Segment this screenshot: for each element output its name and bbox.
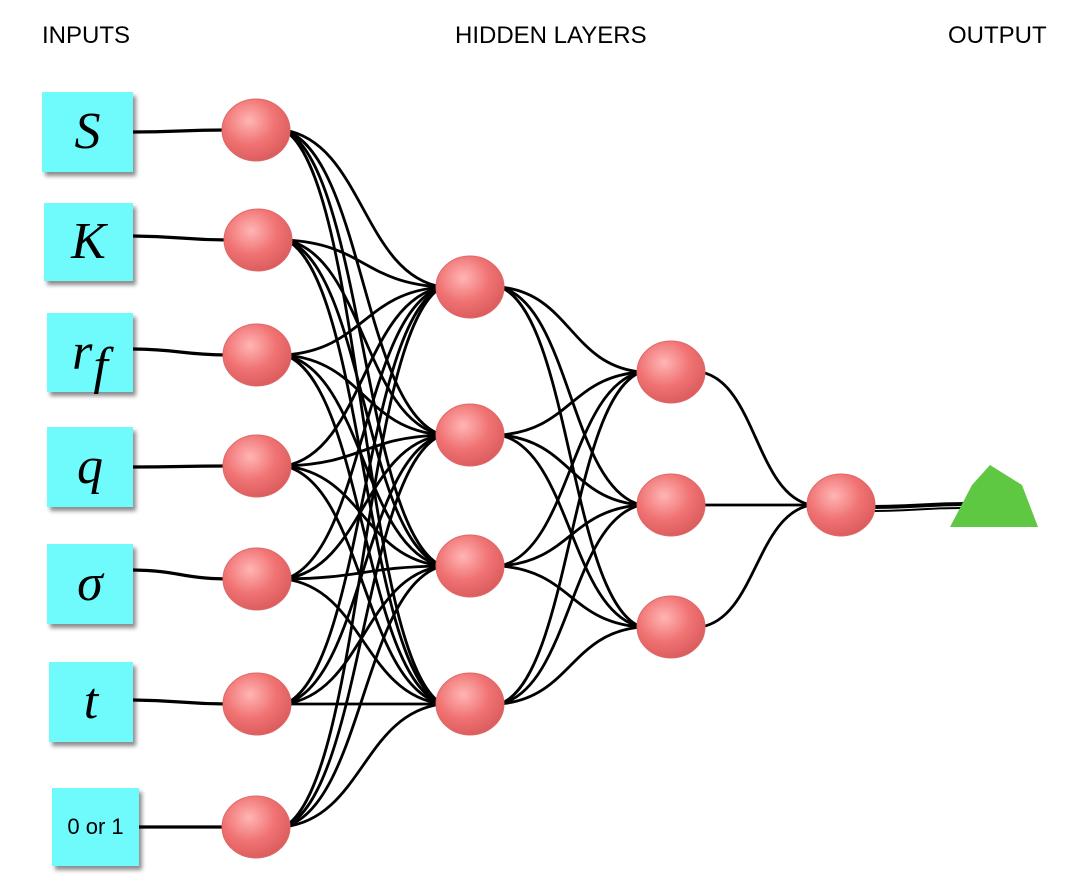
layer1-node-3 (222, 434, 292, 498)
layer2-node-0 (435, 255, 505, 319)
edge-l0-3-l1-1 (283, 433, 444, 468)
edge-l0-0-l1-2 (282, 128, 444, 568)
edge-l1-2-l2-0 (498, 370, 643, 568)
input-rf-subscript: f (93, 337, 108, 395)
layer1-node-0 (221, 98, 291, 162)
input-connector-4 (131, 568, 229, 581)
edge-l0-2-l1-1 (283, 353, 444, 437)
edge-l0-1-l1-3 (284, 238, 444, 706)
edge-l1-1-l2-0 (498, 370, 643, 437)
edge-l1-3-l2-2 (498, 625, 643, 706)
edge-l0-6-l1-0 (282, 285, 444, 829)
edge-l1-0-l2-0 (498, 285, 643, 374)
layer3-node-1 (636, 473, 706, 537)
layer2-node-2 (435, 534, 505, 598)
input-flag-label: 0 or 1 (67, 814, 124, 839)
input-q-label: q (77, 438, 103, 495)
edge-l2-2-l3-0 (699, 503, 813, 629)
edge-l0-1-l1-0 (284, 238, 444, 289)
input-connector-1 (131, 234, 230, 242)
edge-l0-6-l1-1 (282, 433, 444, 829)
edge-l1-0-l2-1 (498, 285, 643, 507)
layer1-node-2 (222, 323, 292, 387)
input-sigma-box: σ (47, 544, 133, 624)
edge-l1-3-l2-0 (498, 370, 643, 706)
edge-l0-1-l1-2 (284, 238, 444, 568)
edge-l0-2-l1-2 (283, 353, 444, 568)
edge-l0-1-l1-1 (284, 238, 444, 437)
edge-l0-0-l1-0 (282, 128, 444, 289)
layer2-node-3 (435, 672, 505, 736)
layer1-node-1 (223, 208, 293, 272)
edge-l0-3-l1-3 (283, 464, 444, 706)
layer3-node-0 (636, 340, 706, 404)
edge-l1-1-l2-2 (498, 433, 643, 629)
layer4-node-0 (806, 473, 876, 537)
edge-l0-4-l1-1 (283, 433, 444, 581)
edge-l1-0-l2-2 (498, 285, 643, 629)
inputs-header: INPUTS (42, 22, 131, 49)
edge-l0-2-l1-3 (283, 353, 444, 706)
edge-l0-6-l1-2 (282, 564, 444, 829)
edge-l0-4-l1-0 (283, 285, 444, 581)
input-sigma-label: σ (77, 555, 103, 612)
input-k-label: K (71, 213, 106, 270)
edge-l1-2-l2-2 (498, 564, 643, 629)
layer2-node-1 (435, 403, 505, 467)
edge-l0-3-l1-2 (283, 464, 444, 568)
layer1-node-4 (222, 547, 292, 611)
input-connector-0 (131, 128, 228, 134)
edge-l0-3-l1-0 (283, 285, 444, 468)
input-connector-3 (131, 464, 229, 469)
input-q-box: q (47, 427, 133, 507)
layer3-node-2 (636, 595, 706, 659)
edge-l1-3-l2-1 (498, 503, 643, 706)
input-s-box: S (42, 92, 133, 172)
input-connector-2 (131, 347, 229, 357)
hidden-layers-header: HIDDEN LAYERS (455, 22, 647, 49)
input-s-label: S (74, 103, 101, 160)
edge-l0-5-l1-0 (283, 285, 444, 706)
input-flag-box: 0 or 1 (52, 788, 139, 866)
edge-l0-2-l1-0 (283, 285, 444, 357)
input-rf-label: r (72, 323, 93, 381)
input-t-box: t (49, 662, 133, 742)
input-connector-5 (131, 698, 229, 706)
edge-l2-0-l3-0 (699, 370, 813, 507)
output-header: OUTPUT (948, 22, 1047, 49)
edge-l0-4-l1-3 (283, 577, 444, 706)
input-t-label: t (83, 673, 99, 730)
layer1-node-6 (221, 795, 291, 859)
layer1-node-5 (222, 672, 292, 736)
input-k-box: K (44, 203, 133, 281)
edge-l0-0-l1-3 (282, 128, 444, 706)
edge-l0-5-l1-1 (283, 433, 444, 706)
edge-l0-0-l1-1 (282, 128, 444, 437)
output-triangle-icon (950, 465, 1038, 527)
edge-l0-6-l1-3 (282, 702, 444, 829)
output-connector-2 (872, 507, 963, 512)
output-connector (871, 502, 970, 509)
